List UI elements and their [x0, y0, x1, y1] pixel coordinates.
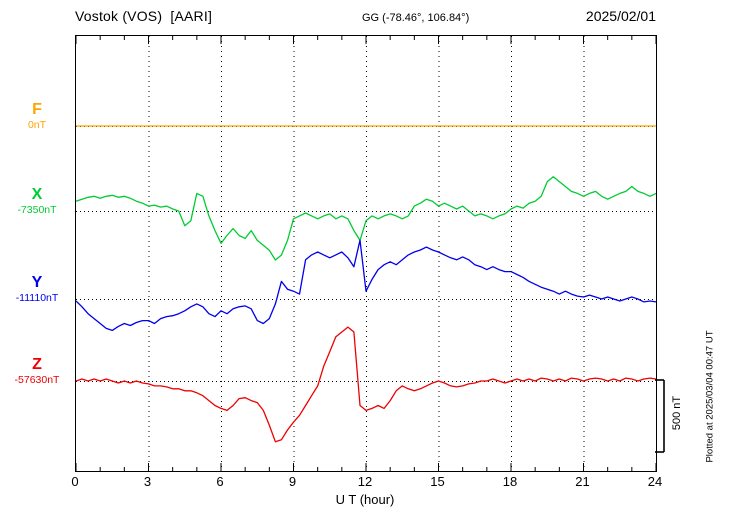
plot-svg: [76, 36, 656, 471]
trace-Z: [76, 326, 656, 443]
x-tick-label-18: 18: [502, 474, 518, 489]
x-tick-label-21: 21: [575, 474, 590, 489]
series-label-Y: Y -11110nT: [4, 274, 70, 304]
plotted-at-note: Plotted at 2025/03/04 00:47 UT: [704, 330, 716, 463]
x-tick-label-15: 15: [430, 474, 445, 489]
x-tick-label-24: 24: [647, 474, 663, 489]
series-letter-Z: Z: [32, 356, 42, 373]
series-label-Z: Z -57630nT: [4, 356, 70, 386]
plot-date: 2025/02/01: [585, 8, 656, 24]
series-baseline-Y: -11110nT: [15, 292, 59, 305]
scale-bar-label: 500 nT: [671, 395, 683, 431]
x-tick-label-3: 3: [143, 474, 152, 489]
x-tick-label-12: 12: [357, 474, 373, 489]
series-baseline-F: 0nT: [27, 119, 47, 132]
series-label-F: F 0nT: [4, 101, 70, 131]
series-letter-Y: Y: [31, 274, 43, 291]
series-baseline-X: -7350nT: [17, 204, 57, 217]
x-tick-label-6: 6: [216, 474, 224, 489]
scale-bar: [655, 379, 665, 453]
series-letter-F: F: [32, 101, 42, 118]
series-baseline-Z: -57630nT: [14, 374, 60, 387]
x-axis-label: U T (hour): [335, 492, 395, 507]
trace-X: [76, 176, 656, 261]
x-tick-label-9: 9: [288, 474, 297, 489]
plot-area: [75, 35, 657, 472]
series-letter-X: X: [31, 186, 43, 203]
series-label-X: X -7350nT: [4, 186, 70, 216]
trace-Y: [76, 239, 656, 332]
x-tick-label-0: 0: [71, 474, 79, 489]
geo-coords: GG (-78.46°, 106.84°): [362, 12, 470, 24]
station-title: Vostok (VOS) [AARI]: [75, 8, 213, 24]
